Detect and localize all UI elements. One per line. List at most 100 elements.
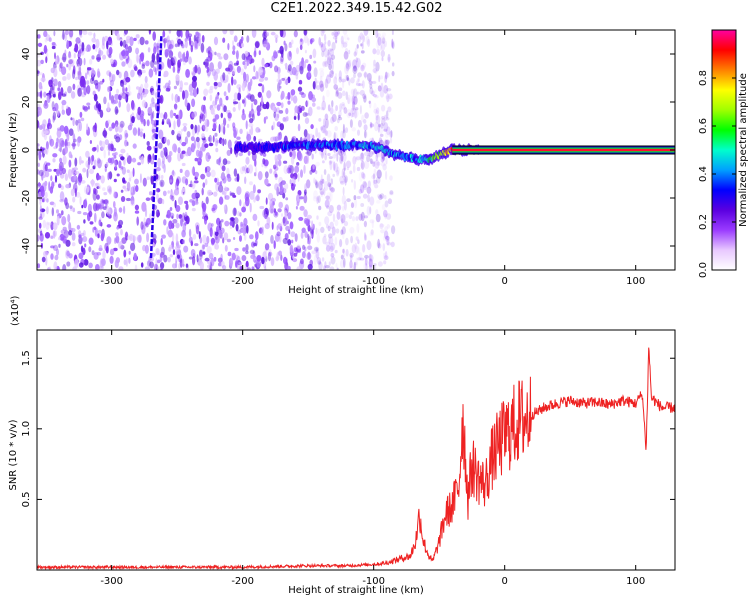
noise-blob <box>385 171 387 180</box>
noise-blob <box>374 169 377 176</box>
noise-blob <box>118 101 121 108</box>
noise-blob <box>175 223 179 229</box>
noise-blob <box>298 87 302 92</box>
noise-blob <box>249 118 253 123</box>
noise-blob <box>275 155 278 162</box>
noise-blob <box>253 197 256 202</box>
noise-blob <box>233 107 236 112</box>
noise-blob <box>284 210 287 219</box>
noise-blob <box>354 199 357 208</box>
noise-blob <box>370 232 374 236</box>
noise-blob <box>315 128 318 138</box>
noise-blob <box>177 255 180 259</box>
noise-blob <box>282 188 286 194</box>
noise-blob <box>103 199 108 204</box>
noise-blob <box>303 194 307 203</box>
x-tick-label: 0 <box>502 576 508 587</box>
noise-blob <box>392 62 394 66</box>
noise-blob <box>204 143 208 148</box>
noise-blob <box>136 86 139 90</box>
noise-blob <box>214 178 217 183</box>
noise-blob <box>322 257 324 261</box>
noise-blob <box>327 130 332 137</box>
noise-blob <box>43 102 48 109</box>
noise-blob <box>108 37 113 46</box>
noise-blob <box>288 64 292 71</box>
noise-blob <box>54 255 58 260</box>
noise-blob <box>224 221 229 227</box>
noise-blob <box>264 77 268 81</box>
noise-blob <box>283 161 287 164</box>
noise-blob <box>97 145 99 153</box>
noise-blob <box>167 139 170 146</box>
noise-blob <box>296 206 298 210</box>
noise-blob <box>62 76 67 81</box>
noise-blob <box>72 208 75 213</box>
noise-blob <box>263 40 268 47</box>
noise-blob <box>239 262 242 265</box>
noise-blob <box>316 215 318 219</box>
noise-blob <box>94 159 97 167</box>
noise-blob <box>233 79 237 85</box>
noise-blob <box>99 219 102 226</box>
noise-blob <box>195 31 199 35</box>
noise-blob <box>194 41 197 50</box>
spectrogram-x-axis-label: Height of straight line (km) <box>288 285 424 296</box>
noise-blob <box>100 266 104 270</box>
noise-blob <box>62 264 66 273</box>
noise-blob <box>257 112 260 116</box>
noise-blob <box>65 30 69 35</box>
noise-blob <box>133 143 137 148</box>
noise-blob <box>385 251 387 259</box>
noise-blob <box>188 56 192 64</box>
noise-blob <box>68 59 73 64</box>
noise-blob <box>281 102 284 108</box>
noise-blob <box>290 231 295 237</box>
noise-blob <box>110 59 114 65</box>
noise-blob <box>49 266 52 272</box>
noise-blob <box>356 223 359 233</box>
noise-blob <box>158 172 161 181</box>
noise-blob <box>47 222 52 225</box>
noise-blob <box>232 122 235 128</box>
noise-blob <box>183 126 187 132</box>
noise-blob <box>389 131 392 137</box>
noise-blob <box>313 178 315 184</box>
noise-blob <box>278 71 281 80</box>
noise-blob <box>347 37 349 40</box>
noise-blob <box>317 229 320 234</box>
noise-blob <box>219 220 222 230</box>
noise-blob <box>369 196 374 205</box>
noise-blob <box>351 202 354 208</box>
noise-blob <box>388 57 391 61</box>
noise-blob <box>255 195 260 201</box>
noise-blob <box>77 88 82 97</box>
noise-blob <box>58 138 62 147</box>
noise-blob <box>283 117 287 122</box>
noise-blob <box>177 39 182 45</box>
noise-blob <box>69 160 72 168</box>
noise-blob <box>313 49 317 59</box>
noise-blob <box>160 150 164 157</box>
noise-blob <box>241 43 244 47</box>
noise-blob <box>233 208 237 217</box>
noise-blob <box>194 180 199 183</box>
noise-blob <box>327 174 331 183</box>
noise-blob <box>72 118 74 127</box>
noise-blob <box>303 61 306 68</box>
noise-blob <box>317 234 320 243</box>
noise-blob <box>157 212 160 216</box>
noise-blob <box>383 236 385 241</box>
noise-blob <box>310 234 313 238</box>
y-tick-label: 0 <box>21 147 32 153</box>
noise-blob <box>71 91 75 99</box>
noise-blob <box>146 218 151 225</box>
noise-blob <box>357 92 360 95</box>
noise-blob <box>184 82 188 85</box>
noise-blob <box>42 257 46 263</box>
noise-blob <box>120 149 125 154</box>
noise-blob <box>273 50 277 57</box>
snr-series-line <box>37 348 675 569</box>
noise-blob <box>224 91 227 96</box>
